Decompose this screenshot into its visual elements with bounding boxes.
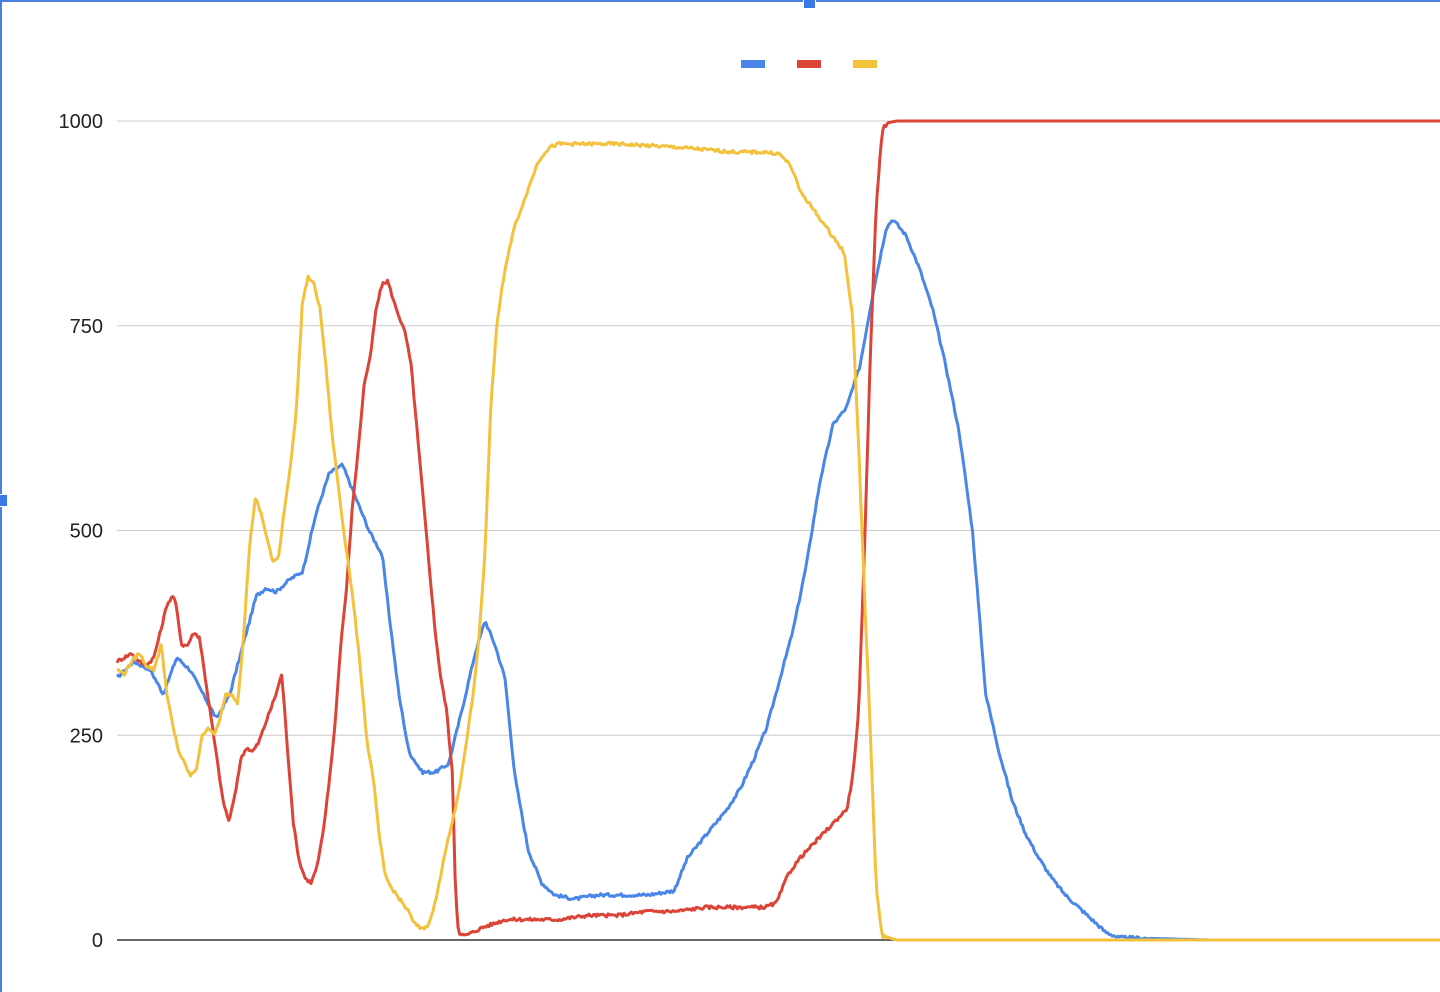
series-line-1[interactable] (115, 219, 1440, 942)
legend-swatch-series-1[interactable] (741, 60, 765, 68)
y-tick-label: 0 (92, 930, 103, 952)
resize-handle-left[interactable] (0, 494, 8, 507)
selection-border-top (0, 0, 1440, 2)
legend (741, 60, 877, 68)
y-tick-label: 1000 (59, 111, 104, 133)
series-line-2[interactable] (115, 119, 1440, 937)
y-tick-label: 250 (70, 725, 103, 747)
series-lines (115, 119, 1440, 942)
grid-lines (117, 120, 1440, 941)
resize-handle-top[interactable] (803, 0, 816, 9)
y-tick-label: 500 (70, 521, 103, 543)
legend-swatch-series-2[interactable] (797, 60, 821, 68)
y-axis-tick-labels: 0 250 500 750 1000 (59, 111, 104, 952)
series-line-3[interactable] (116, 140, 1440, 942)
legend-swatch-series-3[interactable] (853, 60, 877, 68)
y-tick-label: 750 (70, 316, 103, 338)
